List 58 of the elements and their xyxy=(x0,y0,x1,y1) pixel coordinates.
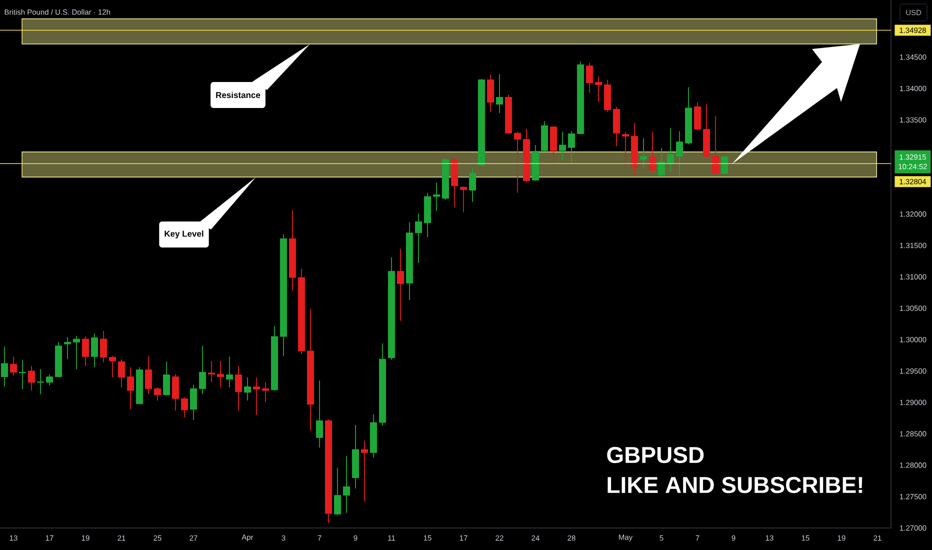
candlestick xyxy=(568,130,575,164)
candlestick xyxy=(343,455,350,514)
candlestick xyxy=(217,360,224,388)
candlestick xyxy=(154,386,161,401)
candlestick xyxy=(559,131,566,161)
candlestick xyxy=(640,138,647,169)
candlestick xyxy=(595,76,602,102)
candlestick xyxy=(244,376,251,401)
candlestick xyxy=(334,467,341,516)
candlestick xyxy=(586,62,593,94)
candlestick xyxy=(361,440,368,502)
candlestick xyxy=(676,130,683,177)
candlestick xyxy=(487,74,494,112)
candlestick xyxy=(199,345,206,395)
candlestick xyxy=(109,356,116,378)
candlestick xyxy=(460,186,467,213)
candlestick xyxy=(514,131,521,194)
candlestick xyxy=(262,382,269,403)
candlestick xyxy=(127,366,134,410)
candlestick xyxy=(82,336,89,366)
candlestick xyxy=(100,330,107,363)
candlestick xyxy=(73,335,80,370)
candlestick xyxy=(694,102,701,130)
candlestick xyxy=(64,336,71,360)
candlestick xyxy=(226,356,233,388)
candlestick xyxy=(433,182,440,212)
annotation: GBPUSD xyxy=(607,446,704,464)
candlestick xyxy=(253,376,260,416)
candlestick xyxy=(316,380,323,448)
candlestick xyxy=(235,366,242,412)
candlestick xyxy=(208,360,215,383)
annotation: Resistance xyxy=(216,92,260,98)
candlestick xyxy=(397,248,404,322)
candlestick xyxy=(1,346,8,388)
annotation: LIKE AND SUBSCRIBE! xyxy=(608,476,862,494)
candlestick xyxy=(91,332,98,368)
candlestick xyxy=(19,359,26,390)
candlestick xyxy=(28,366,35,391)
annotation: Key Level xyxy=(164,230,204,238)
candlestick xyxy=(37,368,44,395)
candlestick xyxy=(415,213,422,264)
candlestick xyxy=(496,74,503,114)
candlestick xyxy=(712,116,719,174)
candlestick xyxy=(649,131,656,172)
candlestick xyxy=(10,356,17,376)
candlestick xyxy=(163,361,170,396)
candlestick xyxy=(550,126,557,168)
candlestick xyxy=(667,128,674,172)
candlestick xyxy=(145,356,152,395)
candlestick xyxy=(46,374,53,386)
candlestick xyxy=(172,374,179,412)
candlestick xyxy=(118,358,125,388)
candlestick xyxy=(613,106,620,147)
candlestick xyxy=(190,384,197,420)
candlestick xyxy=(181,396,188,418)
candlestick xyxy=(622,131,629,167)
candlestick xyxy=(469,168,476,203)
candlestick xyxy=(658,148,665,177)
